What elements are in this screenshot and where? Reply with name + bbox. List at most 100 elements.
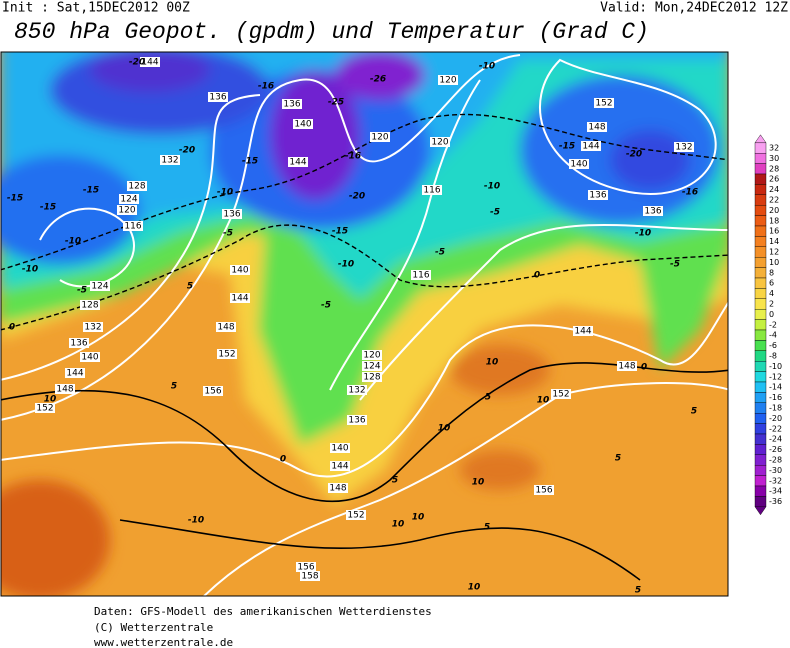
- temperature-label: -16: [345, 152, 361, 162]
- geopotential-label-box: [216, 322, 236, 332]
- legend-swatch: [754, 163, 767, 175]
- geopotential-label-box: [90, 281, 110, 291]
- geopotential-label: 140: [81, 353, 98, 363]
- geopotential-label: 128: [363, 373, 380, 383]
- legend-label: -36: [769, 497, 782, 506]
- geopotential-label: 156: [535, 486, 552, 496]
- temperature-label: 10: [472, 478, 485, 488]
- legend-label: -32: [769, 476, 782, 485]
- geopotential-label-box: [288, 157, 308, 167]
- temperature-label: -5: [670, 260, 680, 270]
- legend-swatch: [754, 444, 767, 455]
- geopotential-label-box: [80, 352, 100, 362]
- geopotential-label-box: [534, 485, 554, 495]
- legend-label: 14: [769, 237, 779, 246]
- geopotential-label-box: [551, 389, 571, 399]
- temperature-label: -10: [479, 62, 495, 72]
- temperature-label: -20: [129, 58, 145, 68]
- geopotential-label-box: [160, 155, 180, 165]
- geopotential-label: 120: [118, 206, 135, 216]
- legend-label: 32: [769, 144, 779, 153]
- legend-label: 4: [769, 289, 774, 298]
- geopotential-label: 132: [348, 386, 365, 396]
- geopotential-label: 148: [217, 323, 234, 333]
- legend-label: 26: [769, 175, 779, 184]
- geopotential-label-box: [643, 206, 663, 216]
- temperature-label: 0: [280, 455, 286, 465]
- geopotential-label: 144: [231, 294, 248, 304]
- geopotential-label-box: [573, 326, 593, 336]
- init-time: Init : Sat,15DEC2012 00Z: [2, 1, 190, 16]
- geopotential-label-box: [35, 403, 55, 413]
- geopotential-label: 152: [36, 404, 53, 414]
- geopotential-label-box: [123, 221, 143, 231]
- temperature-label: -5: [223, 229, 233, 239]
- geopotential-label: 136: [209, 93, 226, 103]
- geopotential-label: 128: [81, 301, 98, 311]
- geopotential-label: 148: [588, 123, 605, 133]
- map-frame: [0, 51, 729, 597]
- geopotential-label: 132: [161, 156, 178, 166]
- legend-label: -4: [769, 331, 777, 340]
- legend-swatch: [754, 485, 767, 497]
- temperature-label: 5: [635, 586, 641, 596]
- temperature-label: -5: [490, 208, 500, 218]
- geopotential-label: 152: [595, 99, 612, 109]
- geopotential-label-box: [370, 132, 390, 142]
- temperature-label: -15: [7, 194, 23, 204]
- geopotential-label-box: [430, 137, 450, 147]
- geopotential-label: 132: [84, 323, 101, 333]
- valid-time: Valid: Mon,24DEC2012 12Z: [600, 1, 788, 16]
- geopotential-label-box: [83, 322, 103, 332]
- geopotential-label: 152: [218, 350, 235, 360]
- legend-label: -30: [769, 466, 782, 475]
- geopotential-label-box: [411, 270, 431, 280]
- legend-swatch: [754, 257, 767, 268]
- geopotential-label-box: [217, 349, 237, 359]
- legend-label: 28: [769, 164, 779, 173]
- geopotential-label: 120: [431, 138, 448, 148]
- geopotential-label-box: [300, 571, 320, 581]
- geopotential-label-box: [208, 92, 228, 102]
- geopotential-label: 140: [294, 120, 311, 130]
- geopotential-label: 136: [644, 207, 661, 217]
- legend-label: -28: [769, 456, 782, 465]
- legend-label: -22: [769, 424, 782, 433]
- geopotential-label-box: [119, 194, 139, 204]
- legend-label: 22: [769, 196, 779, 205]
- geopotential-label: 124: [120, 195, 137, 205]
- temperature-label: 5: [691, 407, 697, 417]
- geopotential-label-box: [140, 57, 160, 67]
- temperature-label: -16: [682, 188, 698, 198]
- geopotential-label: 120: [439, 76, 456, 86]
- geopotential-label: 116: [124, 222, 141, 232]
- legend-swatch: [754, 329, 767, 341]
- legend-swatch: [754, 340, 767, 351]
- geopotential-label: 144: [66, 369, 83, 379]
- geopotential-label-box: [587, 122, 607, 132]
- geopotential-label-box: [347, 415, 367, 425]
- temperature-label: -15: [242, 157, 258, 167]
- legend-label: -14: [769, 383, 782, 392]
- geopotential-label-box: [127, 181, 147, 191]
- legend-swatch: [754, 225, 767, 237]
- legend-label: 20: [769, 206, 779, 215]
- temperature-label: -20: [349, 192, 365, 202]
- legend-swatch: [754, 465, 767, 476]
- title: 850 hPa Geopot. (gpdm) und Temperatur (G…: [14, 19, 649, 45]
- legend-label: 12: [769, 248, 779, 257]
- temperature-label: 10: [486, 358, 499, 368]
- temperature-label: -10: [188, 516, 204, 526]
- geopotential-label: 136: [589, 191, 606, 201]
- legend-swatch: [754, 298, 767, 310]
- legend-arrow-bottom: [754, 506, 767, 516]
- footer-url: www.wetterzentrale.de: [94, 636, 233, 648]
- temperature-label: 10: [392, 520, 405, 530]
- geopotential-label-box: [230, 265, 250, 275]
- legend-swatch: [754, 267, 767, 279]
- legend-label: 0: [769, 310, 774, 319]
- legend-swatch: [754, 184, 767, 195]
- geopotential-label: 136: [70, 339, 87, 349]
- temperature-label: 5: [484, 523, 490, 533]
